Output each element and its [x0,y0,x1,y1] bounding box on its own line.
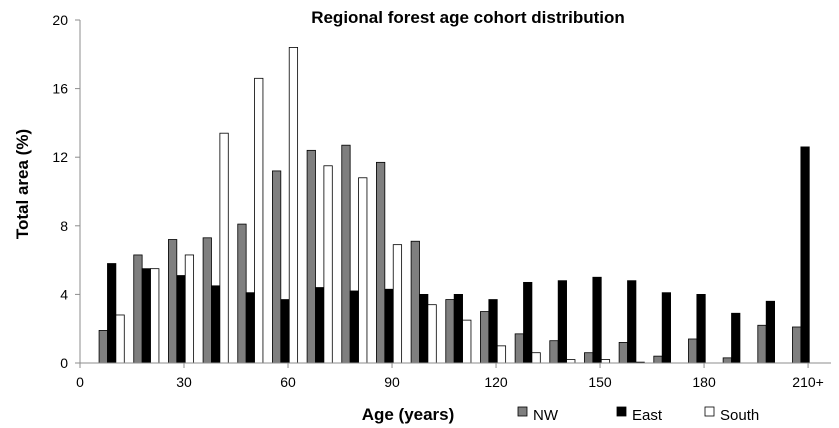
bar-south-150 [600,359,611,364]
bar-east-170 [661,292,671,364]
bar-nw-30 [168,239,178,364]
bar-east-130 [523,281,533,364]
bar-east-110 [453,293,463,364]
x-tick-label: 30 [176,374,192,390]
bar-nw-70 [306,149,316,364]
bar-south-110 [462,319,472,364]
x-tick-label: 180 [692,374,716,390]
bar-nw-130 [514,333,524,364]
y-tick-label: 12 [52,149,68,165]
x-tick-label: 0 [76,374,84,390]
bar-south-90 [392,244,403,364]
bar-east-50 [245,292,255,364]
legend-swatch-nw [517,406,528,417]
bar-south-140 [566,359,576,364]
bar-south-80 [358,177,368,364]
bar-east-120 [488,299,498,364]
bar-south-10 [115,314,125,364]
bar-east-40 [211,285,221,364]
bar-nw-60 [272,170,282,364]
y-tick-label: 4 [60,286,68,302]
bar-east-180 [696,293,706,364]
bar-south-60 [288,47,299,364]
y-tick-label: 8 [60,218,68,234]
x-tick-label: 60 [280,374,296,390]
bar-east-160 [627,280,637,364]
chart-title: Regional forest age cohort distribution [311,8,625,27]
x-tick-label: 120 [484,374,508,390]
x-axis-label: Age (years) [362,405,455,424]
y-tick-label: 16 [52,81,68,97]
bar-nw-160 [618,342,628,364]
x-ticks-group: 0 30 60 90 120 150 180 210+ [76,363,824,390]
legend-swatch-east [616,406,627,417]
bar-east-90 [384,288,394,364]
bar-east-60 [280,299,290,364]
bar-nw-200 [757,324,767,364]
bar-nw-80 [341,144,351,364]
bars-group [98,47,810,364]
bar-south-100 [427,304,437,364]
bar-nw-210plus [792,326,802,364]
bar-nw-150 [584,352,594,364]
legend-swatch-south [704,406,715,417]
bar-south-120 [496,345,507,364]
legend-label-south: South [720,407,759,424]
bar-south-40 [219,132,229,364]
bar-nw-120 [480,311,490,364]
y-tick-label: 20 [52,12,68,28]
bar-south-30 [184,254,195,364]
bar-nw-20 [133,254,143,364]
legend: NW East South [517,406,759,424]
x-tick-label: 210+ [792,374,824,390]
bar-east-190 [731,312,741,364]
bar-east-100 [419,293,429,364]
bar-south-50 [254,77,264,364]
bar-east-30 [176,275,186,364]
bar-south-20 [150,268,160,364]
legend-label-nw: NW [533,407,559,424]
bar-east-20 [141,268,151,364]
bar-nw-50 [237,223,247,364]
bar-nw-40 [202,237,212,364]
bar-east-70 [315,287,325,364]
bar-nw-110 [445,299,455,364]
legend-label-east: East [632,407,663,424]
bar-east-10 [107,263,117,364]
bar-nw-190 [722,357,732,364]
bar-nw-90 [376,161,386,364]
bar-south-70 [323,165,333,364]
x-tick-label: 90 [384,374,400,390]
bar-east-80 [349,290,359,364]
bar-south-130 [531,352,541,364]
bar-east-150 [592,276,602,364]
y-tick-label: 0 [60,355,68,371]
bar-nw-100 [410,240,420,364]
x-tick-label: 150 [588,374,612,390]
bar-east-210plus [800,146,810,364]
bar-nw-10 [98,330,108,364]
bar-nw-170 [653,355,663,364]
y-axis-label: Total area (%) [13,129,32,239]
bar-east-200 [765,300,776,364]
y-ticks-group: 0 4 8 12 16 20 [52,12,80,371]
bar-nw-140 [549,340,559,364]
bar-nw-180 [688,338,698,364]
bar-east-140 [557,280,567,364]
